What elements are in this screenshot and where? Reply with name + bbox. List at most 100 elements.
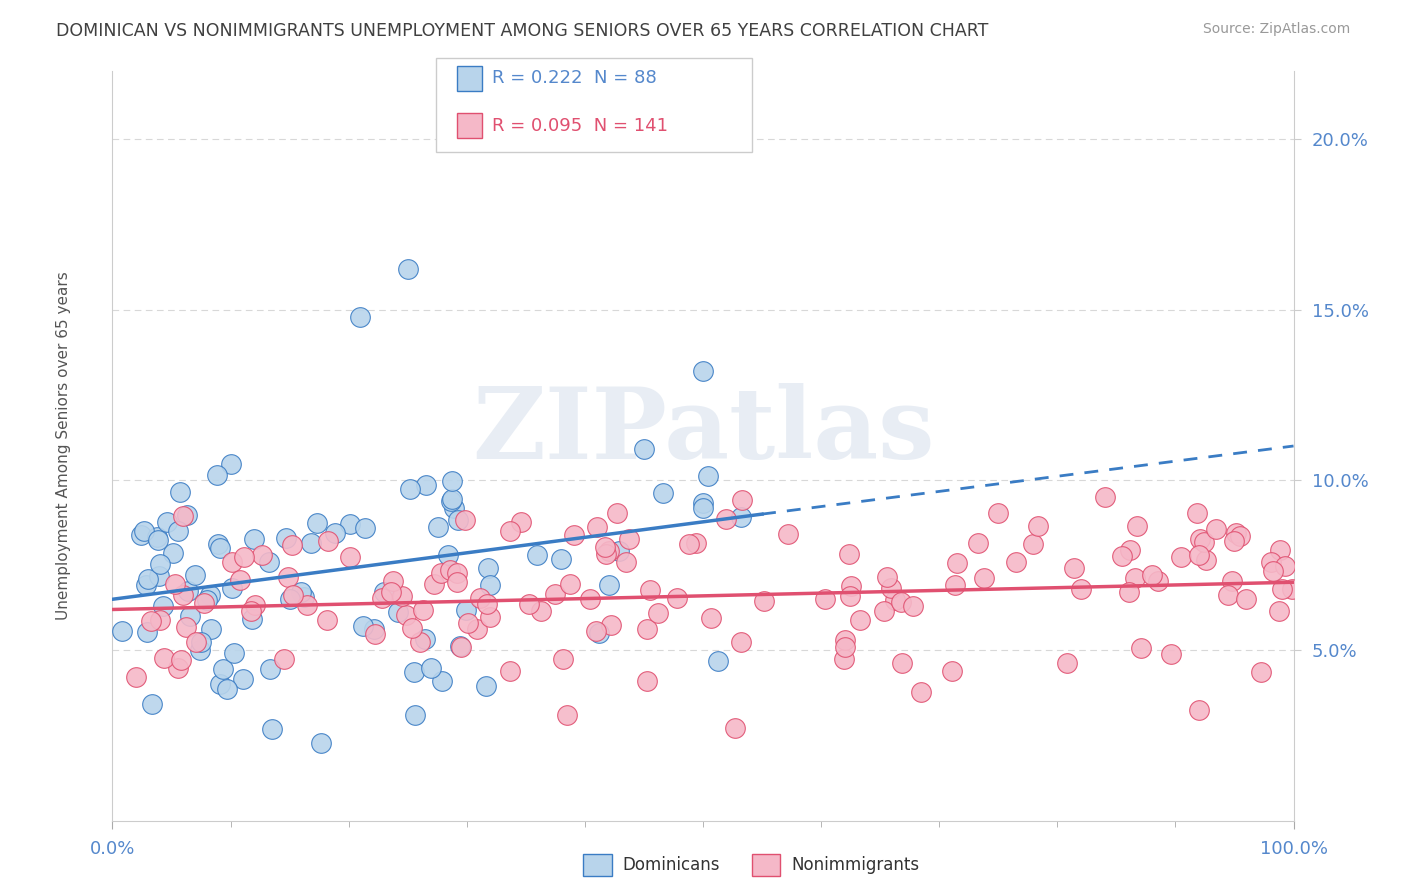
- Point: [588, 626, 610, 640]
- Point: [551, 652, 574, 666]
- Point: [891, 656, 914, 670]
- Point: [666, 591, 689, 605]
- Point: [479, 578, 502, 592]
- Point: [420, 661, 443, 675]
- Point: [1195, 553, 1218, 567]
- Point: [125, 669, 148, 683]
- Point: [692, 364, 714, 378]
- Point: [562, 528, 585, 542]
- Point: [499, 524, 522, 539]
- Point: [692, 501, 714, 516]
- Point: [876, 570, 898, 584]
- Point: [439, 563, 461, 577]
- Point: [1111, 549, 1133, 563]
- Point: [111, 624, 134, 639]
- Point: [946, 556, 969, 570]
- Point: [1125, 571, 1147, 585]
- Point: [838, 547, 860, 561]
- Point: [457, 615, 479, 630]
- Point: [449, 639, 471, 653]
- Point: [633, 442, 655, 456]
- Point: [257, 555, 280, 569]
- Point: [614, 555, 637, 569]
- Point: [396, 261, 419, 276]
- Point: [586, 520, 609, 534]
- Point: [478, 609, 501, 624]
- Point: [598, 544, 620, 558]
- Text: R = 0.222  N = 88: R = 0.222 N = 88: [492, 70, 657, 87]
- Point: [371, 591, 394, 605]
- Point: [731, 493, 754, 508]
- Point: [399, 482, 422, 496]
- Point: [1234, 592, 1257, 607]
- Point: [1229, 529, 1251, 543]
- Point: [560, 577, 582, 591]
- Point: [423, 576, 446, 591]
- Point: [430, 566, 453, 580]
- Point: [1271, 582, 1294, 596]
- Point: [243, 598, 266, 612]
- Point: [834, 632, 856, 647]
- Point: [606, 506, 628, 520]
- Point: [544, 587, 567, 601]
- Point: [1056, 656, 1078, 670]
- Point: [409, 634, 432, 648]
- Point: [1268, 604, 1291, 618]
- Point: [598, 578, 620, 592]
- Point: [299, 536, 322, 550]
- Point: [152, 599, 174, 613]
- Point: [401, 621, 423, 635]
- Point: [221, 555, 243, 569]
- Point: [446, 574, 468, 589]
- Point: [134, 524, 156, 539]
- Point: [179, 609, 201, 624]
- Point: [222, 646, 245, 660]
- Point: [607, 544, 630, 558]
- Point: [292, 590, 315, 604]
- Point: [1192, 535, 1215, 549]
- Point: [278, 591, 301, 606]
- Point: [678, 537, 700, 551]
- Point: [395, 608, 418, 623]
- Point: [1026, 518, 1049, 533]
- Point: [477, 561, 499, 575]
- Point: [941, 665, 963, 679]
- Point: [349, 310, 371, 324]
- Point: [135, 625, 157, 640]
- Point: [600, 618, 623, 632]
- Point: [141, 698, 163, 712]
- Point: [652, 485, 675, 500]
- Point: [910, 685, 932, 699]
- Point: [149, 557, 172, 571]
- Text: R = 0.095  N = 141: R = 0.095 N = 141: [492, 117, 668, 135]
- Point: [730, 635, 752, 649]
- Point: [208, 541, 231, 555]
- Point: [778, 527, 800, 541]
- Text: Dominicans: Dominicans: [623, 856, 720, 874]
- Point: [1021, 537, 1043, 551]
- Point: [387, 605, 409, 619]
- Point: [316, 613, 339, 627]
- Point: [188, 642, 211, 657]
- Point: [1170, 549, 1192, 564]
- Point: [146, 533, 169, 547]
- Text: DOMINICAN VS NONIMMIGRANTS UNEMPLOYMENT AMONG SENIORS OVER 65 YEARS CORRELATION : DOMINICAN VS NONIMMIGRANTS UNEMPLOYMENT …: [56, 22, 988, 40]
- Point: [1118, 585, 1140, 599]
- Point: [426, 519, 449, 533]
- Point: [205, 467, 228, 482]
- Point: [636, 622, 658, 636]
- Point: [1220, 574, 1243, 588]
- Point: [966, 536, 988, 550]
- Point: [696, 469, 718, 483]
- Point: [454, 512, 477, 526]
- Point: [146, 530, 169, 544]
- Point: [440, 474, 463, 488]
- Point: [593, 540, 616, 554]
- Point: [215, 682, 238, 697]
- Point: [260, 722, 283, 736]
- Point: [193, 596, 215, 610]
- Point: [177, 583, 200, 598]
- Point: [430, 674, 453, 689]
- Point: [1063, 560, 1085, 574]
- Point: [555, 708, 578, 723]
